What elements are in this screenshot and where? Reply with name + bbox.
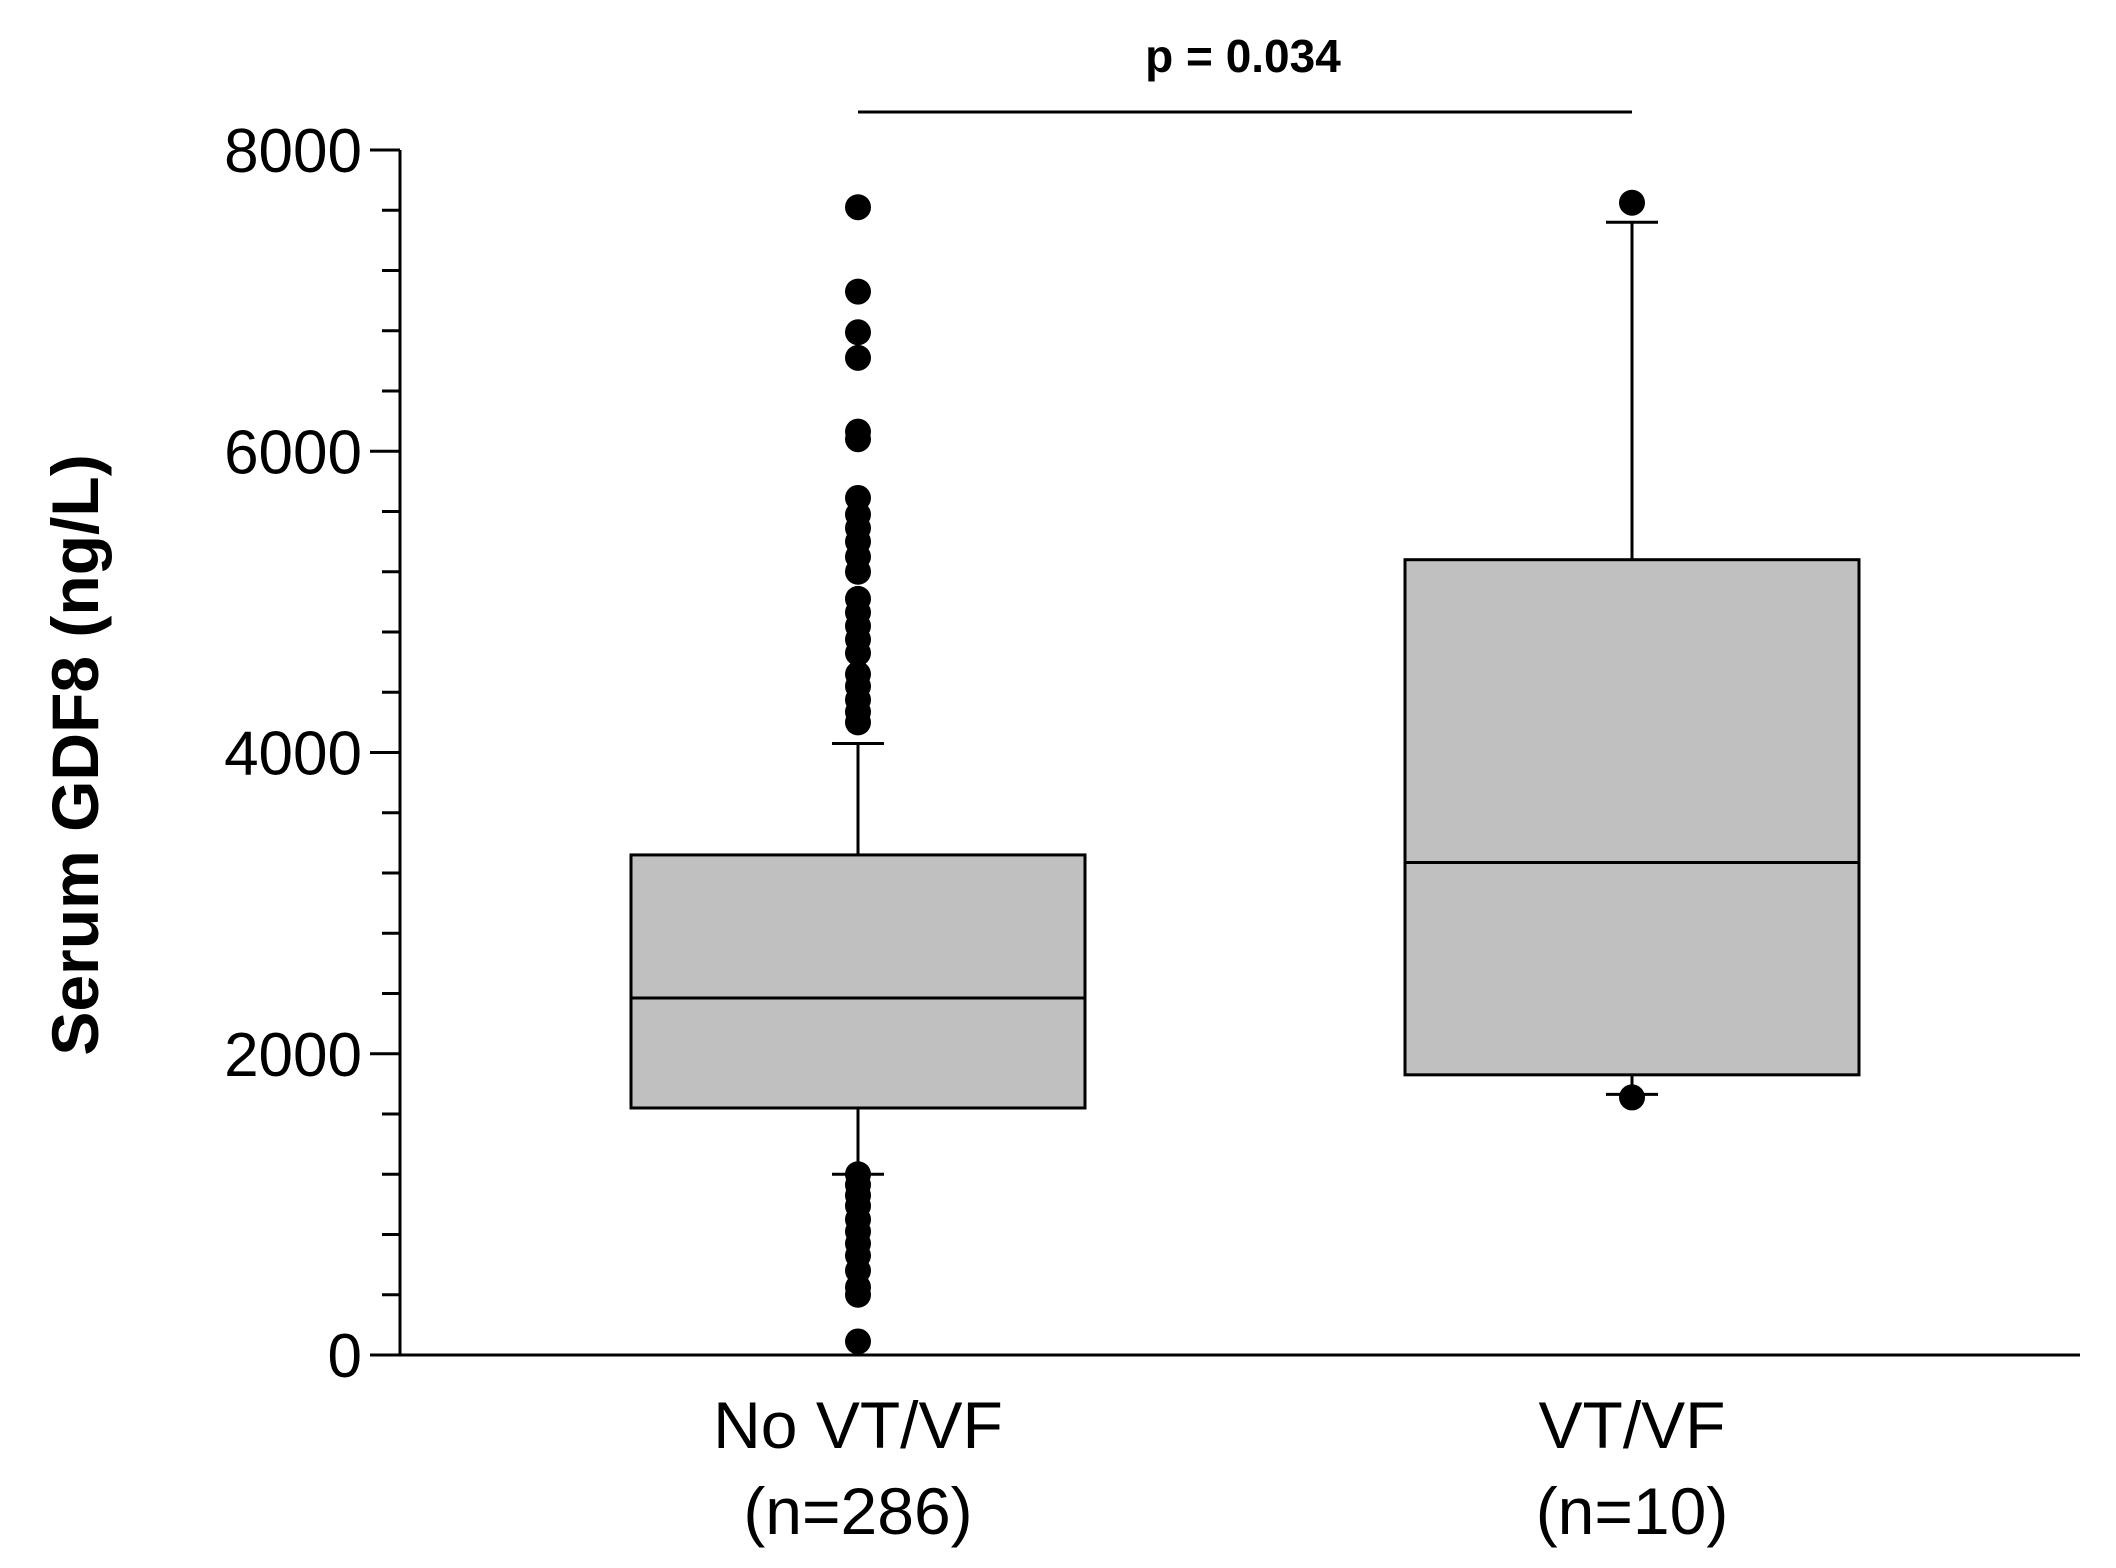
y-tick-label: 8000 bbox=[224, 117, 362, 186]
outlier-point bbox=[845, 344, 871, 371]
axes: 0 2000 4000 6000 8000 bbox=[224, 110, 2080, 1391]
outlier-point bbox=[845, 319, 871, 346]
y-axis-label: Serum GDF8 (ng/L) bbox=[38, 454, 112, 1055]
category-label-vt-vf: VT/VF bbox=[1538, 1388, 1725, 1462]
box-group-vt-vf bbox=[1403, 189, 1861, 1111]
outlier-point bbox=[845, 640, 871, 667]
y-tick-label: 2000 bbox=[224, 1021, 362, 1090]
outlier-point bbox=[845, 194, 871, 221]
y-tick-label: 4000 bbox=[224, 720, 362, 789]
outlier-point bbox=[845, 558, 871, 585]
category-n-no-vt-vf: (n=286) bbox=[743, 1474, 972, 1548]
labels: Serum GDF8 (ng/L) p = 0.034 No VT/VF (n=… bbox=[38, 30, 1728, 1548]
category-n-vt-vf: (n=10) bbox=[1536, 1474, 1729, 1548]
y-tick-label: 0 bbox=[328, 1322, 362, 1391]
outlier-point bbox=[845, 1328, 871, 1355]
outlier-point bbox=[845, 709, 871, 736]
outlier-point bbox=[845, 278, 871, 305]
boxes bbox=[629, 189, 1861, 1355]
box-group-no-vt-vf bbox=[629, 194, 1087, 1355]
outlier-point bbox=[1619, 189, 1645, 216]
category-label-no-vt-vf: No VT/VF bbox=[713, 1388, 1003, 1462]
iqr-box bbox=[629, 853, 1087, 1110]
outlier-point bbox=[845, 426, 871, 453]
outlier-point bbox=[1619, 1084, 1645, 1111]
y-tick-label: 6000 bbox=[224, 418, 362, 487]
p-value-annotation: p = 0.034 bbox=[1145, 30, 1341, 82]
iqr-box bbox=[1403, 558, 1861, 1077]
outlier-point bbox=[845, 1281, 871, 1308]
